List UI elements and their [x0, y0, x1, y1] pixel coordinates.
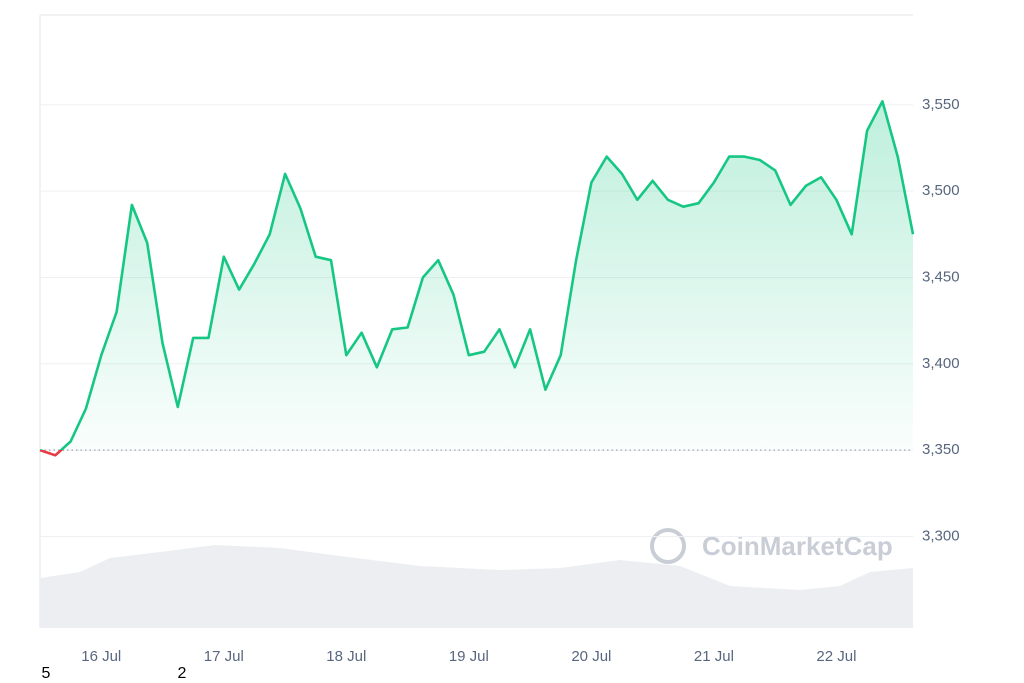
x-tick-label: 19 Jul	[449, 648, 489, 665]
y-tick-label: 3,500	[922, 182, 960, 199]
y-tick-label: 3,450	[922, 268, 960, 285]
x-tick-label: 16 Jul	[81, 648, 121, 665]
y-tick-label: 3,300	[922, 527, 960, 544]
x-tick-label: 21 Jul	[694, 648, 734, 665]
volume-area	[40, 545, 913, 628]
watermark-logo	[650, 528, 686, 564]
y-tick-label: 3,350	[922, 441, 960, 458]
watermark-text: CoinMarketCap	[702, 531, 893, 561]
x-tick-label: 20 Jul	[571, 648, 611, 665]
y-tick-label: 3,550	[922, 96, 960, 113]
area	[40, 101, 913, 451]
x-tick-label: 22 Jul	[816, 648, 856, 665]
x-tick-label: 18 Jul	[326, 648, 366, 665]
y-tick-label: 3,400	[922, 355, 960, 372]
footer-mark: 2	[178, 665, 187, 682]
watermark: CoinMarketCap	[650, 528, 893, 564]
footer-mark: 5	[42, 665, 51, 682]
x-tick-label: 17 Jul	[204, 648, 244, 665]
price-line	[39, 100, 915, 457]
